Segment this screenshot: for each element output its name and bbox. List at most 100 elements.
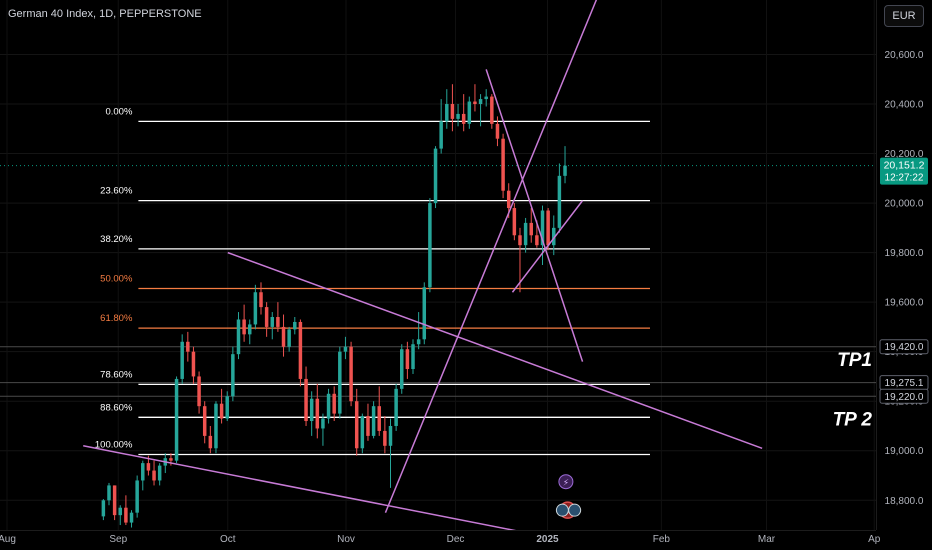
event-flash-icon bbox=[558, 474, 574, 490]
fib-level-label: 78.60% bbox=[100, 369, 133, 380]
candle-body bbox=[124, 507, 128, 523]
candle-body bbox=[366, 416, 370, 436]
event-flash-glyph: ⚡ bbox=[563, 479, 569, 489]
candle-body bbox=[135, 480, 139, 513]
candle-body bbox=[416, 339, 421, 345]
price-axis-tick-label: 18,800.0 bbox=[885, 496, 924, 507]
time-axis-tick-label: Mar bbox=[758, 534, 776, 545]
candle-body bbox=[107, 485, 111, 501]
trendline bbox=[227, 251, 763, 449]
event-flag-icon bbox=[568, 503, 582, 517]
trendline bbox=[485, 69, 584, 362]
candle-body bbox=[371, 406, 376, 436]
candle-body bbox=[287, 329, 291, 347]
fib-level-label: 100.00% bbox=[95, 439, 133, 450]
candle-body bbox=[180, 341, 184, 379]
candle-body bbox=[293, 321, 297, 330]
candle-body bbox=[326, 393, 331, 419]
candle-body bbox=[450, 104, 455, 119]
time-axis-tick-label: Feb bbox=[653, 534, 671, 545]
candle-body bbox=[467, 101, 472, 124]
candle-body bbox=[490, 96, 494, 124]
candle-body bbox=[456, 113, 460, 119]
candle-body bbox=[523, 222, 528, 246]
current-price-value: 20,151.2 bbox=[884, 160, 925, 172]
time-axis-tick-label: Ap bbox=[868, 534, 881, 545]
candle-body bbox=[422, 287, 427, 340]
candle-body bbox=[484, 96, 488, 100]
chart-title: German 40 Index, 1D, PEPPERSTONE bbox=[8, 8, 202, 20]
candle-body bbox=[225, 396, 229, 419]
candle-body bbox=[428, 203, 432, 288]
price-label-text: 19,275.1 bbox=[885, 378, 924, 389]
candle-body bbox=[304, 378, 308, 422]
fib-level-label: 61.80% bbox=[100, 313, 133, 324]
candle-body bbox=[169, 458, 173, 461]
candle-body bbox=[332, 393, 336, 414]
candle-body bbox=[383, 430, 387, 446]
candle-body bbox=[405, 349, 410, 370]
candle-body bbox=[112, 485, 117, 516]
trendline bbox=[384, 0, 598, 513]
candle-body bbox=[253, 292, 258, 325]
time-axis-tick-label: Nov bbox=[337, 534, 355, 545]
candle-body bbox=[388, 425, 393, 446]
time-axis-tick-label: Oct bbox=[220, 534, 236, 545]
candle-body bbox=[157, 465, 162, 481]
candle-body bbox=[298, 321, 303, 379]
candle-body bbox=[552, 227, 556, 246]
time-axis-tick-label: 2025 bbox=[536, 534, 559, 545]
candle-body bbox=[445, 104, 449, 122]
candle-body bbox=[242, 319, 246, 335]
candle-body bbox=[152, 470, 156, 481]
candle-body bbox=[146, 463, 151, 471]
current-price-countdown: 12:27:22 bbox=[885, 173, 924, 184]
candle-body bbox=[270, 317, 275, 327]
candle-body bbox=[501, 138, 505, 191]
candle-body bbox=[506, 190, 511, 209]
price-axis-tick-label: 20,000.0 bbox=[885, 199, 924, 210]
candle-body bbox=[141, 463, 145, 481]
candle-body bbox=[276, 317, 280, 327]
candle-body bbox=[473, 101, 477, 105]
price-label-badge bbox=[879, 388, 929, 404]
price-axis-tick-label: 20,200.0 bbox=[885, 149, 924, 160]
candle-body bbox=[197, 376, 201, 407]
candle-body bbox=[315, 398, 320, 429]
candle-body bbox=[354, 401, 359, 449]
price-axis-tick-label: 19,600.0 bbox=[885, 298, 924, 309]
plot-area: 0.00% 23.60% 38.20% 50.00% 61.80% 78.60% 88.60… bbox=[0, 0, 876, 530]
candle-body bbox=[495, 123, 500, 139]
candle-body bbox=[129, 512, 134, 523]
candle-body bbox=[202, 406, 207, 436]
candle-body bbox=[478, 99, 483, 105]
candle-body bbox=[349, 346, 353, 402]
price-label-text: 19,420.0 bbox=[885, 342, 924, 353]
candle-body bbox=[360, 416, 365, 449]
candle-body bbox=[231, 354, 235, 397]
candle-body bbox=[439, 121, 443, 149]
candle-body bbox=[546, 210, 550, 246]
trendline bbox=[511, 200, 584, 293]
price-label-text: 19,220.0 bbox=[885, 392, 924, 403]
candle-body bbox=[191, 351, 196, 377]
currency-button[interactable]: EUR bbox=[884, 5, 924, 27]
time-axis-tick-label: Sep bbox=[109, 534, 127, 545]
fib-level-label: 23.60% bbox=[100, 186, 133, 197]
candle-body bbox=[101, 500, 106, 517]
candle-body bbox=[433, 148, 438, 204]
fib-level-label: 88.60% bbox=[100, 402, 133, 413]
fib-level-label: 0.00% bbox=[105, 106, 132, 117]
candle-body bbox=[309, 398, 314, 422]
event-flag-icon bbox=[555, 503, 569, 517]
candle-body bbox=[174, 378, 179, 461]
candle-body bbox=[512, 208, 517, 236]
target-annotation: TP1 bbox=[837, 350, 872, 371]
candle-body bbox=[248, 324, 252, 335]
time-axis-tick-label: Aug bbox=[0, 534, 16, 545]
price-axis-tick-label: 20,400.0 bbox=[885, 100, 924, 111]
price-label-badge bbox=[879, 339, 929, 355]
candle-body bbox=[529, 222, 533, 236]
candle-body bbox=[518, 235, 522, 246]
